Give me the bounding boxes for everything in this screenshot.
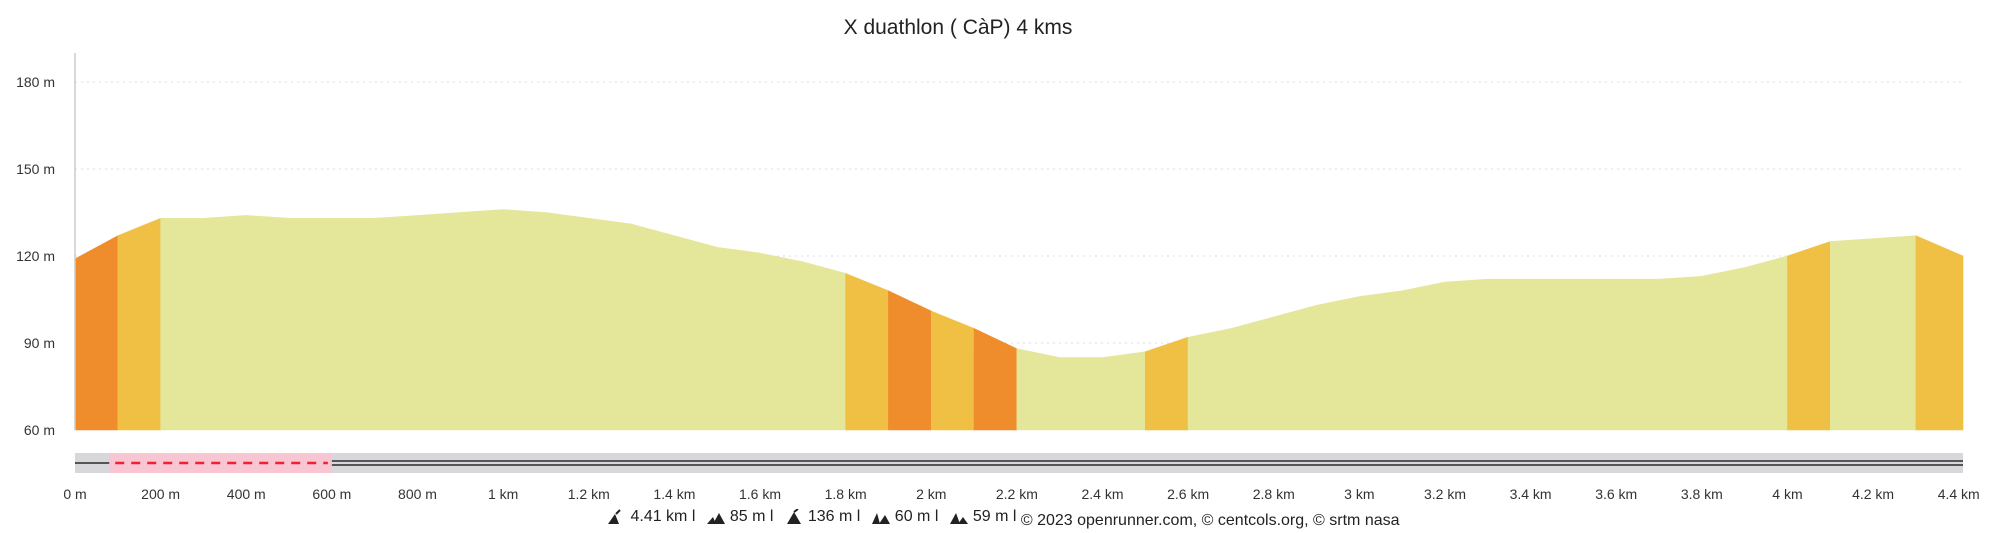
- x-tick-label: 4.2 km: [1852, 486, 1894, 502]
- x-tick-label: 1.2 km: [568, 486, 610, 502]
- x-tick-label: 600 m: [312, 486, 351, 502]
- distance-value: 4.41 km l: [630, 508, 696, 525]
- y-tick-label: 150 m: [16, 161, 55, 177]
- slope-segment-steep[interactable]: [888, 290, 932, 431]
- slope-segment-moderate[interactable]: [930, 310, 975, 431]
- route-stats-footer: 4.41 km l 85 m l 136 m l 60 m l 59 m l ©…: [0, 508, 2000, 530]
- max-altitude-value: 136 m l: [807, 508, 861, 525]
- x-tick-label: 4.4 km: [1938, 486, 1980, 502]
- elevation-area[interactable]: [74, 209, 1964, 431]
- credits-text: © 2023 openrunner.com, © centcols.org, ©…: [1020, 512, 1400, 529]
- x-axis-labels: 0 m 200 m 400 m 600 m 800 m 1 km 1.2 km 1.4 km 1…: [63, 486, 1979, 502]
- x-tick-label: 1.6 km: [739, 486, 781, 502]
- x-tick-label: 3.4 km: [1510, 486, 1552, 502]
- slope-segment-moderate[interactable]: [1144, 336, 1189, 431]
- slope-segment-flat[interactable]: [160, 209, 846, 431]
- slope-segment-flat[interactable]: [1829, 235, 1917, 431]
- slope-segment-flat[interactable]: [1187, 255, 1788, 431]
- distance-stat: 4.41 km l: [600, 508, 695, 526]
- descent-stat: 59 m l: [943, 508, 1017, 526]
- y-tick-label: 60 m: [24, 422, 55, 438]
- slope-segment-flat[interactable]: [1016, 348, 1146, 431]
- elevation-chart: X duathlon ( CàP) 4 kms 60 m 90 m 120 m 150…: [16, 16, 1980, 502]
- x-tick-label: 1.8 km: [825, 486, 867, 502]
- descent-value: 59 m l: [972, 508, 1017, 525]
- x-tick-label: 400 m: [227, 486, 266, 502]
- track-highlight[interactable]: [109, 453, 332, 473]
- min-altitude-stat: 60 m l: [865, 508, 939, 526]
- slope-segment-moderate[interactable]: [845, 272, 889, 431]
- x-tick-label: 2.4 km: [1081, 486, 1123, 502]
- y-tick-label: 120 m: [16, 248, 55, 264]
- slope-segment-moderate[interactable]: [1787, 241, 1831, 431]
- x-tick-label: 0 m: [63, 486, 86, 502]
- track-strip[interactable]: [75, 453, 1963, 473]
- x-tick-label: 2.6 km: [1167, 486, 1209, 502]
- x-tick-label: 4 km: [1772, 486, 1802, 502]
- ascent-stat: 85 m l: [700, 508, 774, 526]
- descent-icon: [949, 513, 968, 524]
- x-tick-label: 3.2 km: [1424, 486, 1466, 502]
- ascent-value: 85 m l: [729, 508, 774, 525]
- slope-segment-steep[interactable]: [74, 235, 119, 431]
- x-tick-label: 2.2 km: [996, 486, 1038, 502]
- x-tick-label: 2.8 km: [1253, 486, 1295, 502]
- min-altitude-value: 60 m l: [894, 508, 939, 525]
- x-tick-label: 2 km: [916, 486, 946, 502]
- distance-icon: [608, 509, 622, 524]
- y-tick-label: 90 m: [24, 335, 55, 351]
- y-tick-label: 180 m: [16, 74, 55, 90]
- max-altitude-stat: 136 m l: [778, 508, 860, 526]
- x-tick-label: 200 m: [141, 486, 180, 502]
- min-altitude-icon: [871, 513, 890, 524]
- track-band: [75, 453, 1963, 473]
- slope-segment-moderate[interactable]: [1915, 235, 1964, 431]
- x-tick-label: 3.6 km: [1595, 486, 1637, 502]
- ascent-icon: [706, 513, 725, 524]
- max-altitude-icon: [786, 509, 801, 524]
- slope-segment-steep[interactable]: [973, 328, 1018, 431]
- x-tick-label: 1.4 km: [653, 486, 695, 502]
- chart-title: X duathlon ( CàP) 4 kms: [844, 16, 1073, 39]
- y-axis-labels: 60 m 90 m 120 m 150 m 180 m: [16, 74, 55, 438]
- slope-segment-moderate[interactable]: [117, 217, 161, 431]
- x-tick-label: 1 km: [488, 486, 518, 502]
- x-tick-label: 3 km: [1344, 486, 1374, 502]
- x-tick-label: 3.8 km: [1681, 486, 1723, 502]
- x-tick-label: 800 m: [398, 486, 437, 502]
